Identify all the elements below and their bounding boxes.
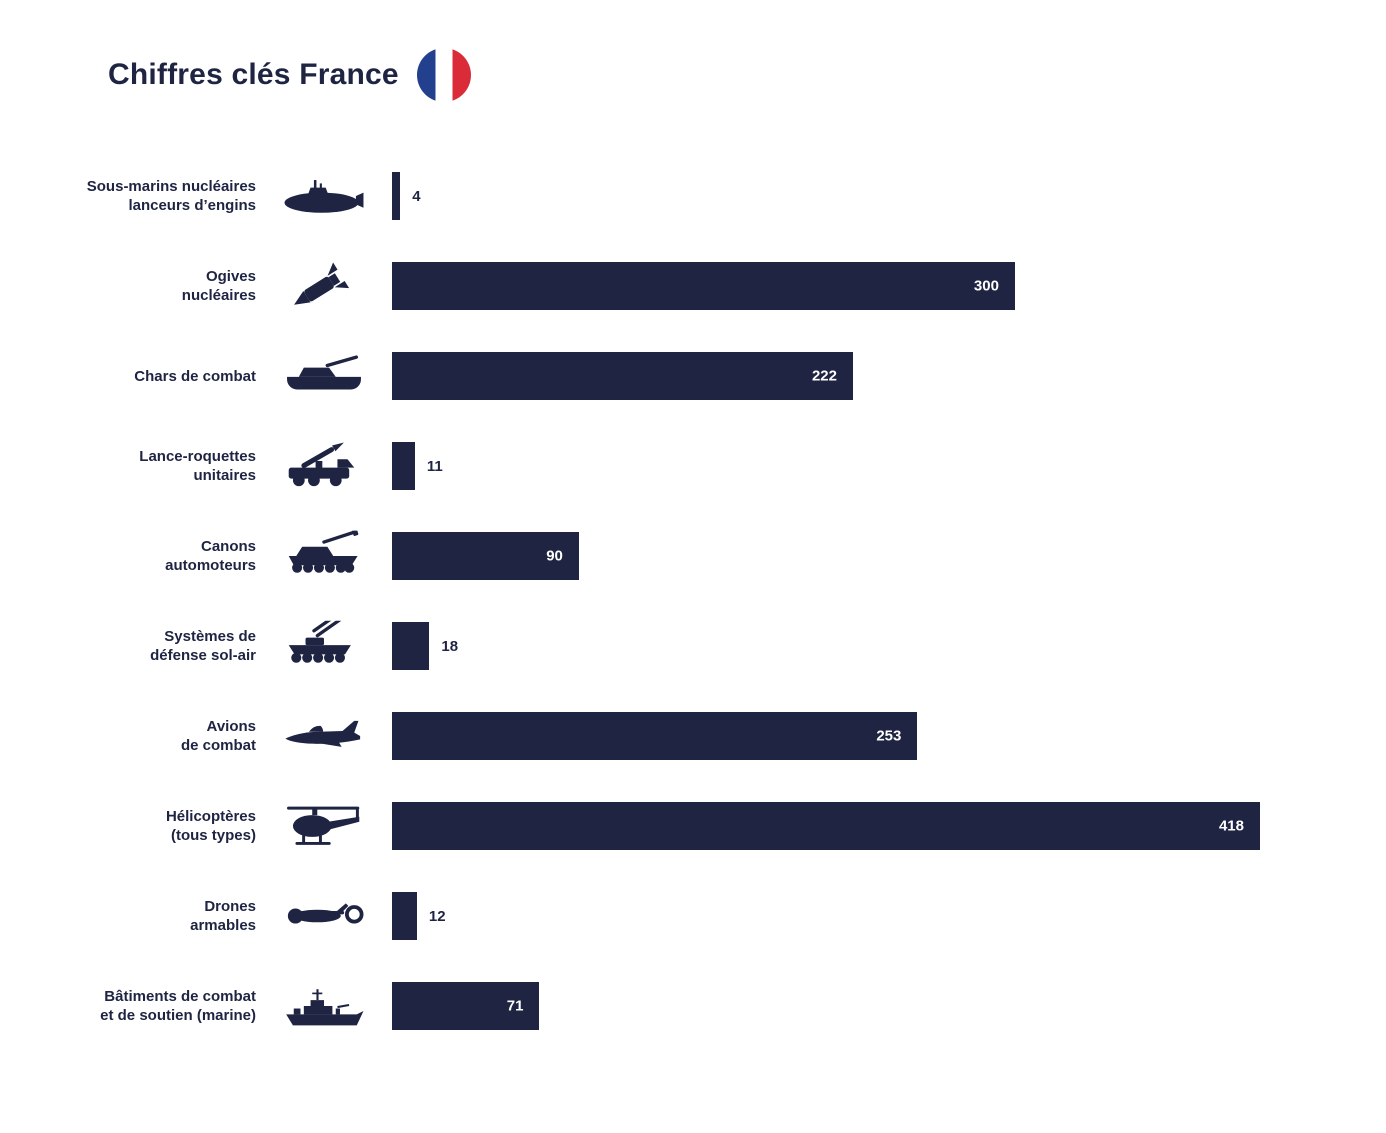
- bar-value-outside: 18: [441, 637, 459, 655]
- row-label-line: Ogives: [205, 268, 256, 285]
- chart-row: Lance-roquettes unitaires 11: [60, 421, 1260, 511]
- bar-value-inside: 253: [876, 727, 902, 745]
- row-label: Canons automoteurs: [60, 537, 256, 575]
- chart-row: Chars de combat 222: [60, 331, 1260, 421]
- page-title: Chiffres clés France: [108, 58, 399, 91]
- bar-track: 300: [392, 262, 1260, 310]
- bar-track: 253: [392, 712, 1260, 760]
- row-label: Ogives nucléaires: [60, 267, 256, 305]
- bar: 71: [392, 982, 540, 1030]
- bar: 253: [392, 712, 918, 760]
- bar-value-outside: 11: [426, 457, 443, 475]
- row-label: Hélicoptères (tous types): [60, 807, 256, 845]
- chart-rows: Sous-marins nucléaires lanceurs d’engins …: [60, 151, 1260, 1051]
- row-label-line: de combat: [180, 737, 256, 754]
- tank-icon: [256, 348, 392, 404]
- bar-track: 418: [392, 802, 1260, 850]
- row-label: Lance-roquettes unitaires: [60, 447, 256, 485]
- bar: 418: [392, 802, 1260, 850]
- row-label: Chars de combat: [60, 367, 256, 386]
- bar: [392, 172, 401, 220]
- row-label: Avions de combat: [60, 717, 256, 755]
- air-defense-icon: [256, 618, 392, 674]
- bar-value-inside: 71: [506, 997, 524, 1015]
- warship-icon: [256, 978, 392, 1034]
- row-label-line: Hélicoptères: [165, 808, 256, 825]
- row-label-line: et de soutien (marine): [100, 1007, 256, 1024]
- bar-track: 11: [392, 442, 1260, 490]
- helicopter-icon: [256, 798, 392, 854]
- chart-row: Ogives nucléaires 300: [60, 241, 1260, 331]
- chart-row: Hélicoptères (tous types) 418: [60, 781, 1260, 871]
- row-label-line: lanceurs d’engins: [128, 197, 256, 214]
- row-label-line: défense sol-air: [150, 647, 256, 664]
- row-label-line: Chars de combat: [134, 367, 256, 385]
- chart-row: Canons automoteurs 90: [60, 511, 1260, 601]
- bar-value-inside: 300: [973, 277, 999, 295]
- row-label: Bâtiments de combat et de soutien (marine…: [60, 987, 256, 1025]
- fighter-jet-icon: [256, 708, 392, 764]
- bar: 300: [392, 262, 1015, 310]
- row-label: Sous-marins nucléaires lanceurs d’engins: [60, 177, 256, 215]
- missile-icon: [256, 258, 392, 314]
- bar: [392, 622, 430, 670]
- bar-value-outside: 4: [412, 187, 421, 205]
- row-label-line: Canons: [200, 538, 256, 555]
- bar-track: 90: [392, 532, 1260, 580]
- row-label: Systèmes de défense sol-air: [60, 627, 256, 665]
- bar-value-outside: 12: [428, 907, 446, 925]
- bar: 90: [392, 532, 579, 580]
- bar-track: 12: [392, 892, 1260, 940]
- row-label: Drones armables: [60, 897, 256, 935]
- bar: [392, 892, 417, 940]
- row-label-line: Sous-marins nucléaires: [86, 178, 256, 195]
- france-flag-icon: [416, 48, 471, 102]
- chart-row: Systèmes de défense sol-air 18: [60, 601, 1260, 691]
- row-label-line: Avions: [206, 718, 256, 735]
- bar: [392, 442, 415, 490]
- bar-chart: Sous-marins nucléaires lanceurs d’engins …: [60, 151, 1260, 1051]
- bar-track: 71: [392, 982, 1260, 1030]
- howitzer-icon: [256, 528, 392, 584]
- bar-track: 222: [392, 352, 1260, 400]
- chart-row: Drones armables 12: [60, 871, 1260, 961]
- row-label-line: nucléaires: [181, 287, 256, 304]
- row-label-line: Drones: [204, 898, 256, 915]
- submarine-icon: [256, 168, 392, 224]
- rocket-launcher-icon: [256, 438, 392, 494]
- bar-track: 18: [392, 622, 1260, 670]
- row-label-line: (tous types): [170, 827, 256, 844]
- chart-row: Sous-marins nucléaires lanceurs d’engins …: [60, 151, 1260, 241]
- row-label-line: Systèmes de: [164, 628, 256, 645]
- row-label-line: Bâtiments de combat: [104, 988, 256, 1005]
- drone-icon: [256, 888, 392, 944]
- header: Chiffres clés France: [108, 48, 471, 102]
- bar-track: 4: [392, 172, 1260, 220]
- bar-value-inside: 222: [811, 367, 837, 385]
- bar: 222: [392, 352, 853, 400]
- bar-value-inside: 418: [1218, 817, 1244, 835]
- row-label-line: unitaires: [193, 467, 256, 484]
- bar-value-inside: 90: [546, 547, 563, 565]
- chart-row: Bâtiments de combat et de soutien (marine…: [60, 961, 1260, 1051]
- chart-row: Avions de combat 253: [60, 691, 1260, 781]
- row-label-line: automoteurs: [165, 557, 256, 574]
- row-label-line: Lance-roquettes: [139, 448, 256, 465]
- row-label-line: armables: [190, 917, 256, 934]
